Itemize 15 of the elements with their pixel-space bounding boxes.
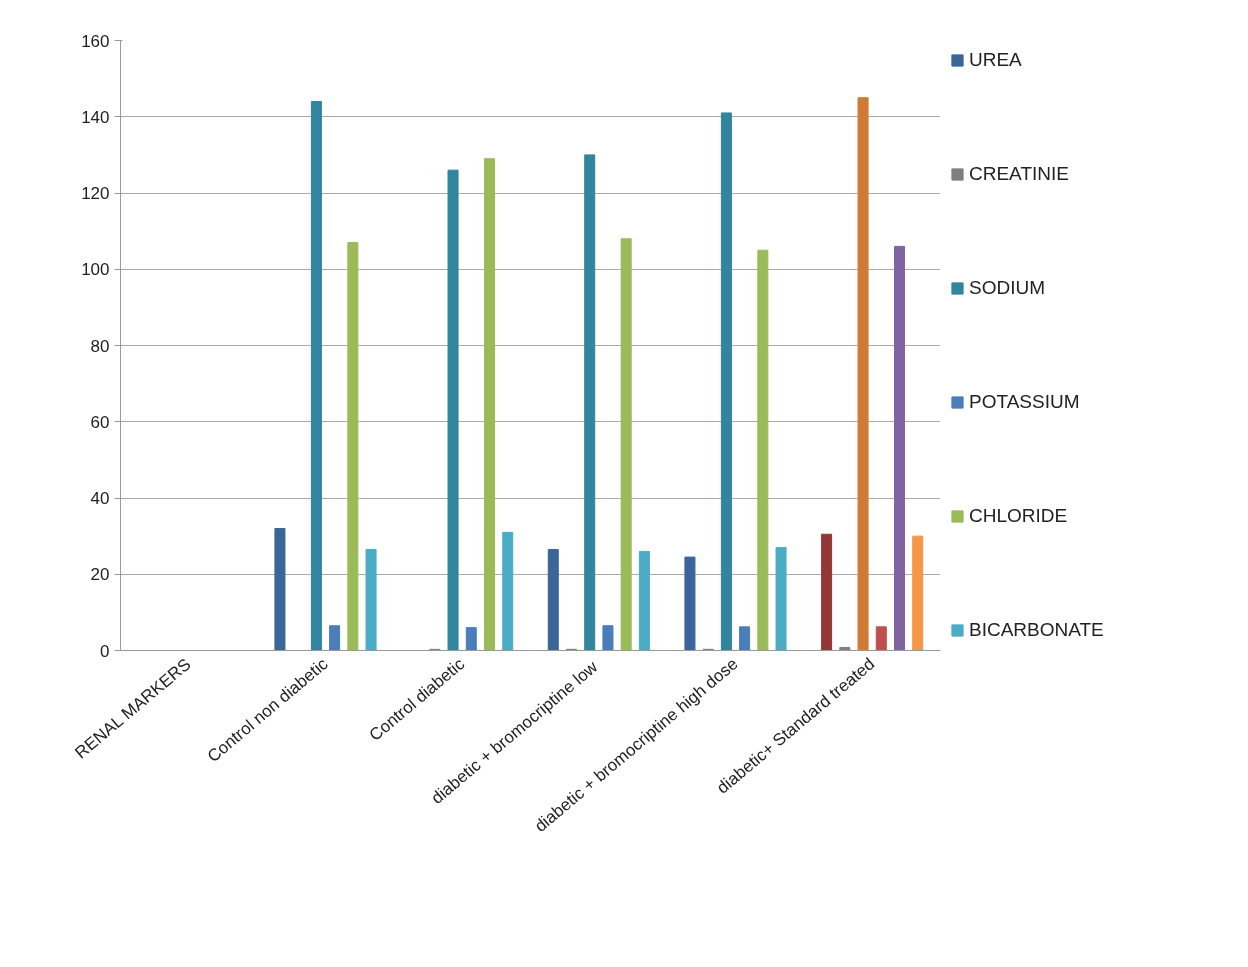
legend-label: CREATINIE xyxy=(969,163,1069,185)
y-tick-label: 120 xyxy=(81,184,110,203)
y-tick-label: 100 xyxy=(81,260,110,280)
legend-label: BICARBONATE xyxy=(969,619,1104,641)
y-tick-label: 60 xyxy=(90,412,110,432)
y-tick-label: 160 xyxy=(81,31,110,51)
legend-label: UREA xyxy=(969,49,1022,71)
y-tick-label: 140 xyxy=(81,107,110,127)
y-tick-label: 0 xyxy=(100,641,110,661)
y-tick-label: 20 xyxy=(90,565,110,585)
legend-label: SODIUM xyxy=(969,277,1045,299)
y-tick-label: 40 xyxy=(90,489,110,508)
legend-label: CHLORIDE xyxy=(969,505,1068,527)
legend-label: POTASSIUM xyxy=(969,391,1080,413)
y-tick-label: 80 xyxy=(90,336,110,356)
